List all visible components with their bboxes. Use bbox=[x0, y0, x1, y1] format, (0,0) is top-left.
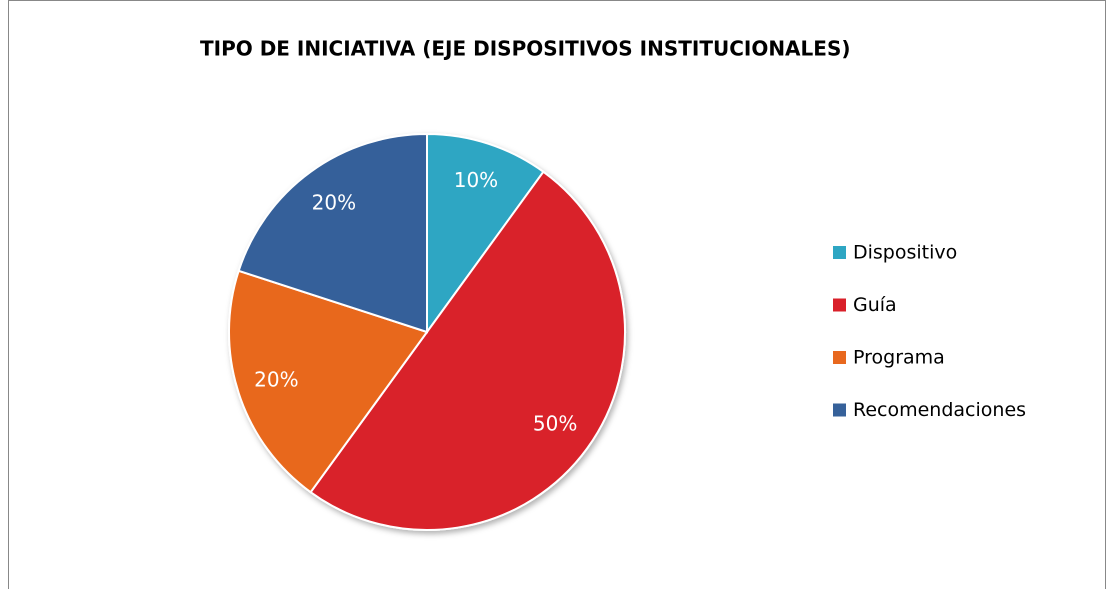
data-label: 50% bbox=[533, 412, 577, 436]
legend-label: Programa bbox=[853, 347, 945, 369]
legend-label: Recomendaciones bbox=[853, 399, 1026, 421]
pie-slice bbox=[237, 132, 428, 334]
pie-slice bbox=[228, 269, 429, 494]
legend-label: Guía bbox=[853, 294, 897, 316]
legend-swatch bbox=[833, 351, 846, 364]
legend-label: Dispositivo bbox=[853, 242, 957, 264]
chart-title: TIPO DE INICIATIVA (EJE DISPOSITIVOS INS… bbox=[200, 37, 851, 61]
pie-slice bbox=[309, 170, 626, 531]
legend-swatch bbox=[833, 403, 846, 417]
data-label: 20% bbox=[254, 367, 298, 391]
chart-border bbox=[8, 0, 1106, 589]
legend-swatch bbox=[833, 246, 846, 259]
data-label: 20% bbox=[312, 190, 356, 214]
data-label: 10% bbox=[454, 168, 498, 192]
legend-swatch bbox=[833, 298, 846, 312]
pie bbox=[228, 132, 626, 531]
pie-slice bbox=[426, 132, 545, 336]
